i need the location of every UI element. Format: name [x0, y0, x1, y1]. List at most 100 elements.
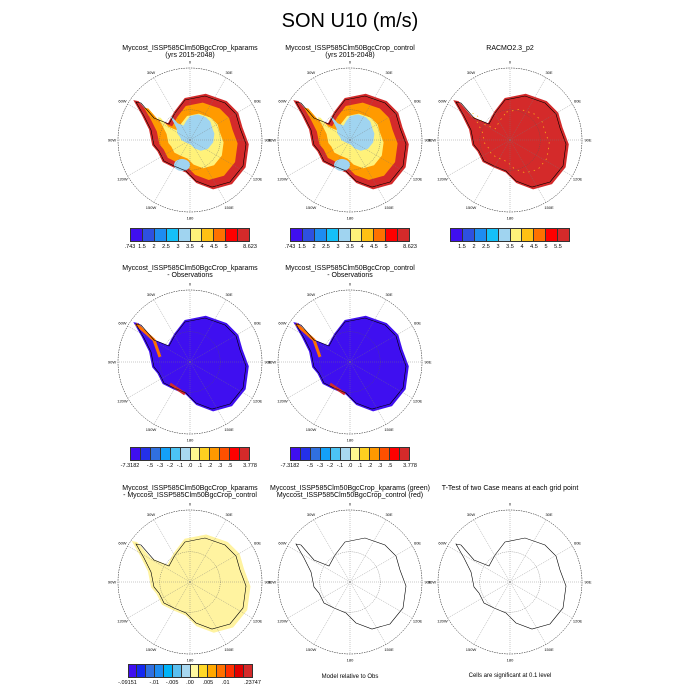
colorbar-swatch	[498, 229, 511, 241]
colorbar-swatch	[190, 448, 201, 460]
longitude-label: 90W	[268, 360, 276, 365]
colorbar-label: 1.5	[458, 244, 466, 250]
colorbar-swatch	[374, 229, 387, 241]
colorbar-swatch	[390, 448, 401, 460]
meridian-line	[287, 545, 351, 583]
longitude-label: 60W	[118, 541, 126, 546]
longitude-label: 90W	[268, 580, 276, 585]
polar-map: 0 30E 60E 90E 120E 150E 180 150W 120W 90W 60W 30W	[108, 282, 272, 443]
colorbar: -7.3182 -.5 -.3 -.2 -.1.0 .1 .2 .3 .5 3.778	[121, 447, 257, 477]
longitude-label: 150E	[224, 647, 234, 652]
colorbar-label: .5	[387, 463, 393, 469]
colorbar-label: -.5	[146, 463, 154, 469]
colorbar-label: 2.5	[322, 244, 330, 250]
meridian-line	[287, 581, 351, 619]
antarctica-field	[293, 315, 409, 412]
colorbar-swatch	[546, 229, 559, 241]
colorbar-label: 4.5	[370, 244, 378, 250]
meridian-line	[509, 519, 547, 583]
colorbar-label: 3.778	[403, 463, 417, 469]
colorbar-swatch	[291, 229, 303, 241]
longitude-label: 0	[509, 60, 512, 65]
longitude-label: 60E	[414, 99, 421, 104]
colorbar-label: 2	[152, 244, 156, 250]
colorbar-swatch	[140, 448, 151, 460]
colorbar-swatch	[137, 665, 147, 677]
colorbar-label: .743	[124, 244, 136, 250]
meridian-line	[509, 545, 573, 583]
longitude-label: 90W	[428, 138, 436, 143]
colorbar-swatch	[400, 448, 410, 460]
colorbar-swatch	[330, 448, 341, 460]
antarctica-field	[293, 93, 409, 190]
colorbar-label: .0	[187, 463, 193, 469]
map-boundary	[117, 67, 263, 213]
panel-title: Myccost_ISSP585Clm50BgcCrop_control - Obs…	[250, 265, 450, 279]
colorbar-swatch	[190, 665, 200, 677]
longitude-label: 150W	[146, 427, 157, 432]
longitude-label: 180	[347, 216, 354, 221]
colorbar-label: 3.5	[506, 244, 514, 250]
panel-title-line2: (yrs 2015-2048)	[325, 52, 375, 59]
colorbar-swatch	[338, 229, 351, 241]
colorbar-label: -.3	[316, 463, 324, 469]
longitude-label: 90E	[264, 138, 271, 143]
panel-title-line2: - Observations	[327, 272, 373, 279]
coastline	[135, 317, 247, 410]
map-boundary	[277, 509, 423, 655]
panel-note: Model relative to Obs	[321, 674, 379, 680]
longitude-label: 60E	[574, 541, 581, 546]
longitude-label: 90E	[584, 580, 591, 585]
colorbar-swatch	[128, 665, 138, 677]
colorbar: .743 1.5 2 2.5 3 3.5 4 4.5 5 8.623	[125, 228, 257, 258]
colorbar-label: 3.5	[346, 244, 354, 250]
longitude-label: 0	[189, 502, 192, 507]
colorbar-swatch	[238, 229, 250, 241]
longitude-label: 0	[189, 282, 192, 287]
colorbar-swatch	[302, 229, 315, 241]
longitude-label: 120W	[277, 399, 288, 404]
meridian-line	[189, 519, 227, 583]
colorbar-swatch	[220, 448, 231, 460]
colorbar-swatch	[172, 665, 182, 677]
meridian-line	[313, 519, 351, 583]
polar-map: 0 30E 60E 90E 120E 150E 180 150W 120W 90W 60W 30W	[428, 60, 592, 221]
longitude-label: 90E	[424, 360, 431, 365]
colorbar-label: 2.5	[482, 244, 490, 250]
colorbar-swatch	[340, 448, 351, 460]
colorbar-label: -.3	[156, 463, 164, 469]
panel-title-line2: - Myccost_ISSP585Clm50BgcCrop_control	[123, 492, 257, 499]
meridian-line	[473, 519, 511, 583]
colorbar-swatch	[350, 229, 363, 241]
longitude-label: 30W	[307, 70, 315, 75]
longitude-label: 150W	[146, 647, 157, 652]
meridian-line	[349, 545, 413, 583]
colorbar-label: -.1	[176, 463, 184, 469]
map-boundary	[437, 509, 583, 655]
colorbar-swatch	[380, 448, 391, 460]
colorbar-swatch	[534, 229, 547, 241]
longitude-label: 150E	[544, 205, 554, 210]
longitude-label: 60W	[118, 321, 126, 326]
longitude-label: 0	[349, 282, 352, 287]
longitude-label: 0	[509, 502, 512, 507]
coastline	[135, 537, 247, 630]
map-boundary	[277, 67, 423, 213]
colorbar-label: 3	[496, 244, 500, 250]
longitude-label: 60W	[278, 541, 286, 546]
coastline	[295, 95, 407, 188]
longitude-label: 0	[189, 60, 192, 65]
colorbar-label: .3	[217, 463, 223, 469]
longitude-label: 90E	[264, 360, 271, 365]
colorbar-swatch	[486, 229, 499, 241]
colorbar-label: 3	[336, 244, 340, 250]
longitude-label: 120W	[117, 177, 128, 182]
meridian-line	[447, 545, 511, 583]
longitude-label: 180	[187, 438, 194, 443]
longitude-label: 30E	[225, 70, 232, 75]
longitude-label: 150W	[306, 647, 317, 652]
panel-title-line2: (yrs 2015-2048)	[165, 52, 215, 59]
polar-map: 0 30E 60E 90E 120E 150E 180 150W 120W 90W 60W 30W	[268, 282, 432, 443]
colorbar-label: -.09151	[118, 680, 137, 686]
polar-map: 0 30E 60E 90E 120E 150E 180 150W 120W 90W 60W 30W	[268, 60, 432, 221]
